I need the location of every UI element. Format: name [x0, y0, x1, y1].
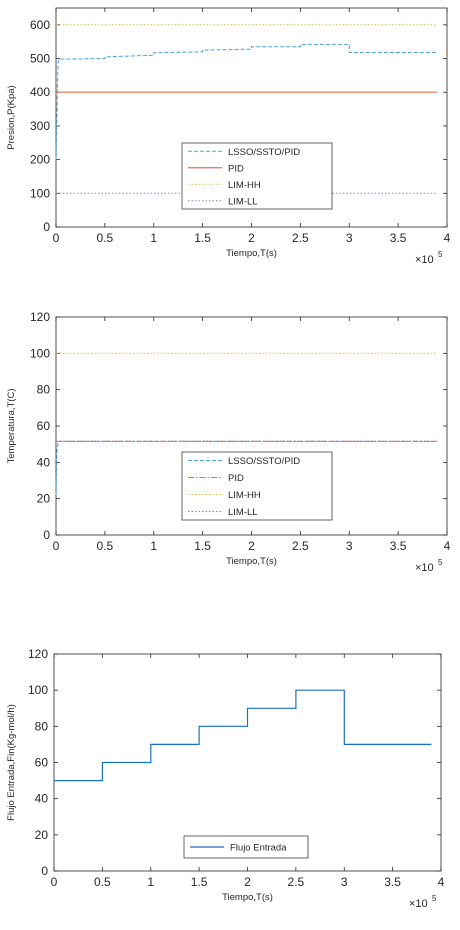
- y-tick-label: 100: [30, 346, 50, 360]
- x-tick-label: 0.5: [97, 231, 114, 245]
- x-tick-label: 2.5: [292, 539, 309, 553]
- x-tick-label: 0: [53, 231, 60, 245]
- legend-label: PID: [228, 473, 244, 484]
- x-tick-label: 0: [51, 875, 58, 889]
- x-tick-label: 1.5: [191, 875, 208, 889]
- legend: Flujo Entrada: [183, 835, 309, 859]
- x-tick-label: 1.5: [194, 231, 211, 245]
- x-tick-label: 2: [244, 875, 251, 889]
- x-tick-label: 0.5: [94, 875, 111, 889]
- x-tick-label: 4: [444, 539, 451, 553]
- x-tick-label: 0.5: [97, 539, 114, 553]
- y-tick-label: 200: [30, 153, 50, 167]
- x-tick-label: 0: [53, 539, 60, 553]
- legend-label: LIM-HH: [228, 180, 261, 191]
- x-tick-label: 3: [346, 231, 353, 245]
- y-axis-label: Temperatura,T(C): [6, 389, 17, 464]
- legend-label: LSSO/SSTO/PID: [228, 456, 300, 467]
- legend-box: [181, 451, 333, 521]
- x-tick-label: 1: [150, 231, 157, 245]
- y-tick-label: 20: [35, 828, 49, 842]
- x-tick-label: 3.5: [384, 875, 401, 889]
- x-tick-label: 2.5: [292, 231, 309, 245]
- legend-label: PID: [228, 163, 244, 174]
- x-tick-label: 2.5: [288, 875, 305, 889]
- series-line-1: [54, 689, 432, 782]
- y-axis-label: Flujo Entrada,Fin(Kg-mol/h): [6, 704, 17, 821]
- chart-3: 0 0.5 1 1.5 2 2.5 3 3.5 4020406080100120Tiempo,T…: [6, 647, 445, 910]
- x-exponent: 5: [432, 894, 437, 903]
- legend: LSSO/SSTO/PID PID LIM-HH LIM-LL: [181, 142, 333, 210]
- x-tick-label: 4: [444, 231, 451, 245]
- x-tick-label: 2: [248, 539, 255, 553]
- x-tick-label: 3: [346, 539, 353, 553]
- y-tick-label: 600: [30, 18, 50, 32]
- x-exponent: 5: [438, 558, 443, 567]
- x-axis-label: Tiempo,T(s): [226, 248, 277, 259]
- x-tick-label: 2: [248, 231, 255, 245]
- y-tick-label: 60: [37, 419, 51, 433]
- legend: LSSO/SSTO/PID PID LIM-HH LIM-LL: [181, 451, 333, 521]
- y-tick-label: 20: [37, 492, 51, 506]
- x-tick-label: 1: [147, 875, 154, 889]
- y-tick-label: 120: [28, 647, 48, 661]
- legend-box: [181, 142, 333, 210]
- y-tick-label: 0: [43, 528, 50, 542]
- y-tick-label: 120: [30, 310, 50, 324]
- x-tick-label: 1.5: [194, 539, 211, 553]
- y-tick-label: 400: [30, 85, 50, 99]
- y-tick-label: 80: [37, 383, 51, 397]
- y-tick-label: 60: [35, 756, 49, 770]
- legend-label: LIM-LL: [228, 507, 258, 518]
- y-tick-label: 100: [30, 186, 50, 200]
- x-tick-label: 3.5: [390, 231, 407, 245]
- y-tick-label: 0: [43, 220, 50, 234]
- x-exponent: 5: [438, 250, 443, 259]
- x-tick-label: 1: [150, 539, 157, 553]
- y-tick-label: 0: [41, 864, 48, 878]
- x-axis-label: Tiempo,T(s): [222, 892, 273, 903]
- x-axis-label: Tiempo,T(s): [226, 556, 277, 567]
- x-tick-label: 4: [438, 875, 445, 889]
- legend-label: LIM-HH: [228, 490, 261, 501]
- chart-1: 0 0.5 1 1.5 2 2.5 3 3.5 4 0 100 200 300 400 500 600 Tiem…: [6, 7, 451, 266]
- y-tick-label: 300: [30, 119, 50, 133]
- y-tick-label: 80: [35, 719, 49, 733]
- x-tick-label: 3: [341, 875, 348, 889]
- y-tick-label: 40: [35, 792, 49, 806]
- legend-label: LIM-LL: [228, 196, 258, 207]
- y-tick-label: 500: [30, 52, 50, 66]
- y-tick-label: 100: [28, 683, 48, 697]
- series-line-1: [55, 43, 438, 160]
- legend-label: Flujo Entrada: [230, 843, 287, 854]
- chart-2: 0 0.5 1 1.5 2 2.5 3 3.5 4020406080100120Tiempo,T…: [6, 310, 451, 574]
- x-multiplier: ×10: [415, 254, 434, 266]
- x-multiplier: ×10: [409, 898, 428, 910]
- legend-box: [183, 835, 309, 859]
- x-tick-label: 3.5: [390, 539, 407, 553]
- y-axis-label: Presion,P(Kpa): [6, 85, 17, 149]
- x-multiplier: ×10: [415, 562, 434, 574]
- y-tick-label: 40: [37, 455, 51, 469]
- legend-label: LSSO/SSTO/PID: [228, 147, 300, 158]
